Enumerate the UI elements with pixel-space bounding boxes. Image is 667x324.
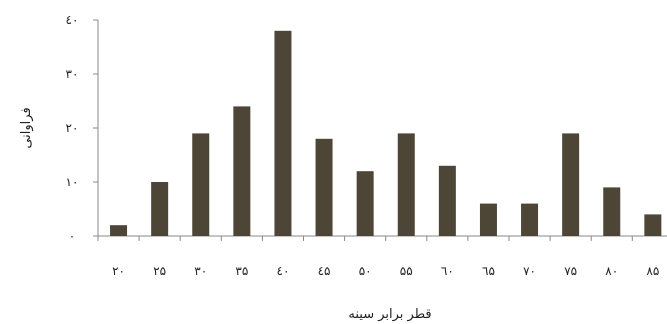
x-tick-label: ۵۵: [400, 264, 413, 278]
bar: [151, 182, 169, 236]
bar: [315, 138, 333, 236]
bar: [644, 214, 662, 236]
y-tick-label: ۰: [69, 229, 75, 243]
x-tick-label: ۲۵: [153, 264, 166, 278]
bar: [479, 203, 497, 236]
bars: [110, 30, 662, 237]
x-tick-label: ۷۰: [523, 264, 536, 278]
x-tick-labels: ۲۰ ۲۵ ۳۰ ۳۵ ٤۰ ٤۵ ۵۰ ۵۵ ٦۰ ٦۵ ۷۰ ۷۵ ۸۰ ۸۵: [112, 264, 659, 278]
x-tick-label: ۷۵: [564, 264, 577, 278]
y-tick-label: ۱۰: [66, 175, 79, 189]
x-tick-label: ٦۰: [441, 264, 454, 278]
y-axis-title: فراوانی: [19, 107, 34, 148]
bar: [192, 133, 210, 236]
bar: [274, 30, 292, 236]
y-tick-labels: ۰ ۱۰ ۲۰ ۳۰ ٤۰: [66, 13, 79, 243]
bar: [356, 171, 374, 236]
x-tick-label: ۸۰: [605, 264, 618, 278]
y-tick-label: ۳۰: [66, 67, 79, 81]
x-tick-label: ٤۰: [277, 264, 290, 278]
bar: [110, 225, 128, 236]
x-tick-label: ۲۰: [112, 264, 125, 278]
y-tick-label: ٤۰: [66, 13, 79, 27]
bar: [603, 187, 621, 236]
bar: [438, 165, 456, 236]
x-tick-label: ۳۰: [194, 264, 207, 278]
x-axis-title: قطر برابر سینه: [348, 307, 431, 322]
x-tick-label: ٤۵: [318, 264, 331, 278]
x-tick-label: ۸۵: [646, 264, 659, 278]
x-tick-label: ۳۵: [235, 264, 248, 278]
x-tick-label: ۵۰: [359, 264, 372, 278]
bar: [233, 106, 251, 237]
bar: [562, 133, 580, 236]
axes: [93, 19, 667, 241]
x-tick-label: ٦۵: [482, 264, 495, 278]
bar: [521, 203, 539, 236]
bar: [397, 133, 415, 236]
y-tick-label: ۲۰: [66, 121, 79, 135]
